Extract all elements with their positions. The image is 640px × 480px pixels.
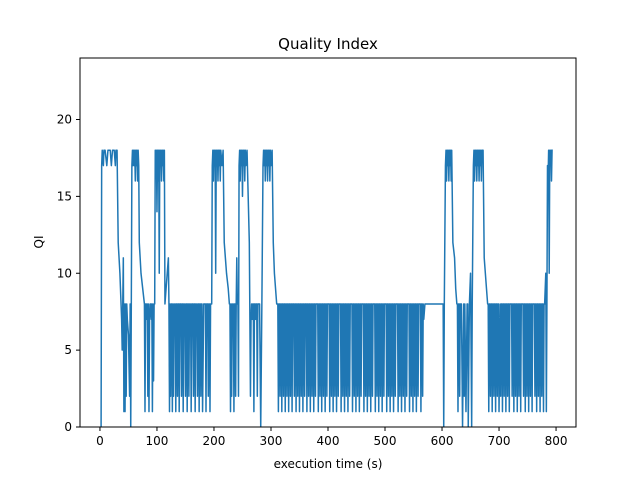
- x-axis: 0 100 200 300 400 500 600 700 800: [96, 427, 567, 448]
- x-tick-label: 100: [146, 434, 169, 448]
- x-axis-label: execution time (s): [274, 457, 383, 471]
- plot-area: [100, 149, 553, 427]
- plot-frame: [79, 57, 577, 428]
- x-tick-label: 0: [96, 434, 104, 448]
- y-tick-label: 20: [57, 113, 72, 127]
- x-tick-label: 400: [317, 434, 340, 448]
- y-axis: 0 5 10 15 20: [57, 113, 80, 434]
- x-tick-label: 700: [488, 434, 511, 448]
- y-tick-label: 5: [64, 343, 72, 357]
- x-tick-label: 600: [431, 434, 454, 448]
- chart-title: Quality Index: [278, 35, 378, 53]
- y-axis-label: QI: [32, 236, 46, 249]
- series-line-qi: [100, 149, 553, 427]
- x-tick-label: 800: [545, 434, 568, 448]
- x-tick-label: 300: [260, 434, 283, 448]
- y-tick-label: 0: [64, 420, 72, 434]
- y-tick-label: 15: [57, 189, 72, 203]
- x-tick-label: 500: [374, 434, 397, 448]
- x-tick-label: 200: [203, 434, 226, 448]
- y-tick-label: 10: [57, 266, 72, 280]
